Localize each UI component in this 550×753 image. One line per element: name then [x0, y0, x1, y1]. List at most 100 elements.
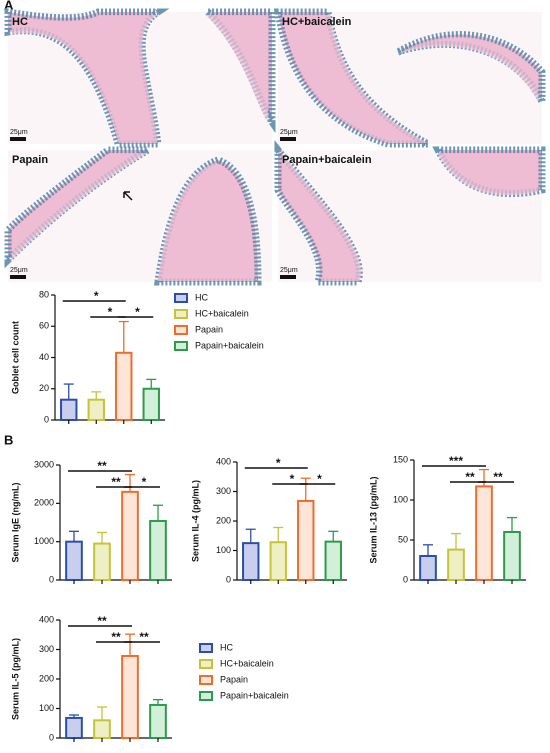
- tissue-core: [282, 15, 539, 144]
- histology-grid: HC25μmHC+baicalein25μmPapain25μmPapain+b…: [4, 7, 546, 286]
- legend-label: Papain+baicalein: [195, 340, 264, 350]
- y-tick-label: 400: [216, 456, 231, 466]
- y-tick-label: 2000: [34, 498, 54, 508]
- y-tick-label: 50: [398, 534, 408, 544]
- y-axis-label: Serum IL-4 (pg/mL): [190, 480, 200, 562]
- histology-image: HC 25μm: [4, 7, 276, 148]
- significance-label: **: [97, 459, 107, 473]
- scale-label: 25μm: [10, 129, 28, 136]
- y-tick-label: 100: [39, 703, 54, 713]
- legend-swatch: [174, 325, 188, 335]
- scale-label: 25μm: [280, 267, 298, 274]
- bar: [324, 540, 342, 582]
- histology-image: Papain 25μm: [4, 146, 272, 286]
- y-tick-label: 200: [216, 515, 231, 525]
- bar: [475, 485, 493, 581]
- y-tick-label: 20: [39, 383, 49, 393]
- bar: [87, 398, 105, 421]
- legend-label: HC: [195, 292, 208, 302]
- y-tick-label: 0: [226, 574, 231, 584]
- y-tick-label: 300: [39, 644, 54, 654]
- scale-label: 25μm: [10, 267, 28, 274]
- bar: [121, 490, 139, 582]
- bar: [242, 542, 260, 581]
- y-tick-label: 200: [39, 673, 54, 683]
- significance-label: **: [493, 470, 503, 484]
- significance-label: **: [97, 614, 107, 628]
- scale-bar: [280, 275, 296, 279]
- legend-swatch: [199, 691, 213, 701]
- y-tick-label: 100: [393, 494, 408, 504]
- scale-bar: [10, 275, 26, 279]
- significance-label: **: [139, 630, 149, 644]
- tissue-core: [12, 15, 269, 144]
- bar: [297, 499, 315, 581]
- y-axis-label: Serum IgE (ng/mL): [10, 482, 20, 562]
- bar: [149, 703, 167, 740]
- legend-swatch: [199, 675, 213, 685]
- significance-label: *: [290, 472, 295, 486]
- tissue-core: [12, 153, 255, 282]
- bar: [269, 541, 287, 581]
- significance-label: *: [142, 475, 147, 489]
- bar: [60, 398, 78, 421]
- scale-bar: [10, 137, 26, 141]
- legend-label: Papain: [220, 674, 248, 684]
- panel-label: A: [4, 0, 14, 12]
- y-tick-label: 3000: [34, 459, 54, 469]
- y-tick-label: 0: [403, 574, 408, 584]
- y-axis-label: Goblet cell count: [10, 321, 20, 394]
- y-axis-label: Serum IL-13 (pg/mL): [368, 476, 378, 563]
- image-label: Papain+baicalein: [282, 154, 372, 166]
- legend-label: Papain: [195, 324, 223, 334]
- y-tick-label: 0: [49, 574, 54, 584]
- panel-label: B: [4, 432, 13, 447]
- bar: [149, 519, 167, 582]
- legend-label: HC: [220, 642, 233, 652]
- y-tick-label: 150: [393, 454, 408, 464]
- histology-image: Papain+baicalein 25μm: [274, 140, 546, 286]
- legend-swatch: [174, 341, 188, 351]
- legend-label: HC+baicalein: [195, 308, 249, 318]
- image-label: HC: [12, 16, 28, 28]
- y-tick-label: 1000: [34, 536, 54, 546]
- y-tick-label: 400: [39, 614, 54, 624]
- y-tick-label: 100: [216, 545, 231, 555]
- legend-label: Papain+baicalein: [220, 690, 289, 700]
- bar: [447, 548, 465, 581]
- significance-label: *: [135, 305, 140, 319]
- significance-label: *: [94, 289, 99, 303]
- y-axis-label: Serum IL-5 (pg/mL): [10, 638, 20, 720]
- y-tick-label: 80: [39, 289, 49, 299]
- legend-swatch: [199, 643, 213, 653]
- bar: [115, 351, 133, 421]
- scale-label: 25μm: [280, 129, 298, 136]
- significance-label: *: [108, 305, 113, 319]
- significance-label: *: [317, 472, 322, 486]
- legend-swatch: [199, 659, 213, 669]
- legend-label: HC+baicalein: [220, 658, 274, 668]
- significance-label: **: [111, 630, 121, 644]
- histology-image: HC+baicalein 25μm: [273, 8, 546, 148]
- bar: [65, 716, 83, 740]
- bar: [142, 387, 160, 421]
- bar: [419, 555, 437, 581]
- significance-label: ***: [449, 454, 463, 468]
- significance-label: **: [111, 475, 121, 489]
- significance-label: *: [276, 456, 281, 470]
- bar: [65, 540, 83, 582]
- y-tick-label: 300: [216, 486, 231, 496]
- bar: [503, 531, 521, 581]
- tissue-core: [282, 153, 539, 282]
- bar: [121, 654, 139, 739]
- y-tick-label: 60: [39, 321, 49, 331]
- scale-bar: [280, 137, 296, 141]
- y-tick-label: 40: [39, 352, 49, 362]
- image-label: Papain: [12, 154, 48, 166]
- legend-swatch: [174, 309, 188, 319]
- bar: [93, 542, 111, 581]
- legend-swatch: [174, 293, 188, 303]
- bar: [93, 719, 111, 739]
- y-tick-label: 0: [49, 732, 54, 742]
